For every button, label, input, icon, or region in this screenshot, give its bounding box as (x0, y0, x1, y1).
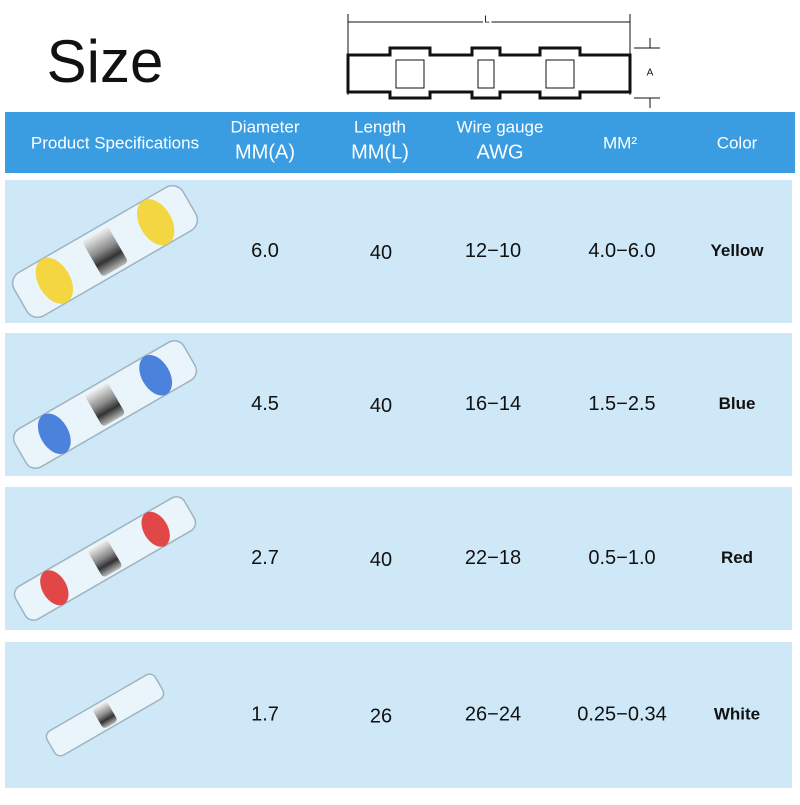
solder-ring (37, 413, 71, 455)
cell-value: 40 (370, 395, 392, 417)
cell-value: 0.25−0.34 (577, 703, 667, 725)
color-name: White (714, 704, 760, 723)
cell-value: 40 (370, 242, 392, 264)
header-text: Length (354, 117, 406, 136)
solder-ring (35, 257, 73, 304)
header-text: MM² (603, 133, 637, 152)
metal-band (88, 540, 122, 577)
metal-band (82, 227, 128, 276)
header-text: AWG (476, 141, 523, 163)
connector-image (45, 673, 165, 757)
header-text: MM(L) (351, 141, 409, 163)
color-name: Yellow (711, 241, 765, 260)
header-bar (5, 112, 795, 173)
header-text: Wire gauge (457, 117, 544, 136)
length-label: L (484, 15, 490, 26)
header-text: Product Specifications (31, 133, 199, 152)
cell-value: 6.0 (251, 240, 279, 262)
cell-value: 40 (370, 549, 392, 571)
solder-ring (137, 199, 175, 246)
title: Size (47, 28, 164, 95)
cell-value: 0.5−1.0 (588, 547, 655, 569)
color-name: Red (721, 548, 753, 567)
dimension-diagram (346, 14, 660, 108)
metal-band (85, 383, 125, 426)
cell-value: 26 (370, 705, 392, 727)
cell-value: 2.7 (251, 547, 279, 569)
connector-image (12, 339, 198, 470)
connector-image (11, 184, 199, 319)
row-background (5, 642, 792, 788)
header-text: MM(A) (235, 141, 295, 163)
diameter-label: A (647, 68, 654, 79)
header-text: Color (717, 133, 758, 152)
cell-value: 16−14 (465, 393, 521, 415)
solder-ring (40, 570, 69, 606)
metal-band (93, 702, 117, 728)
cell-value: 4.0−6.0 (588, 240, 655, 262)
color-name: Blue (719, 394, 756, 413)
cell-value: 4.5 (251, 393, 279, 415)
header-text: Diameter (231, 117, 300, 136)
solder-ring (141, 511, 170, 547)
cell-value: 26−24 (465, 703, 521, 725)
cell-value: 12−10 (465, 240, 521, 262)
connector-image (13, 496, 197, 621)
cell-value: 1.7 (251, 703, 279, 725)
solder-ring (139, 354, 173, 396)
cell-value: 22−18 (465, 547, 521, 569)
cell-value: 1.5−2.5 (588, 393, 655, 415)
